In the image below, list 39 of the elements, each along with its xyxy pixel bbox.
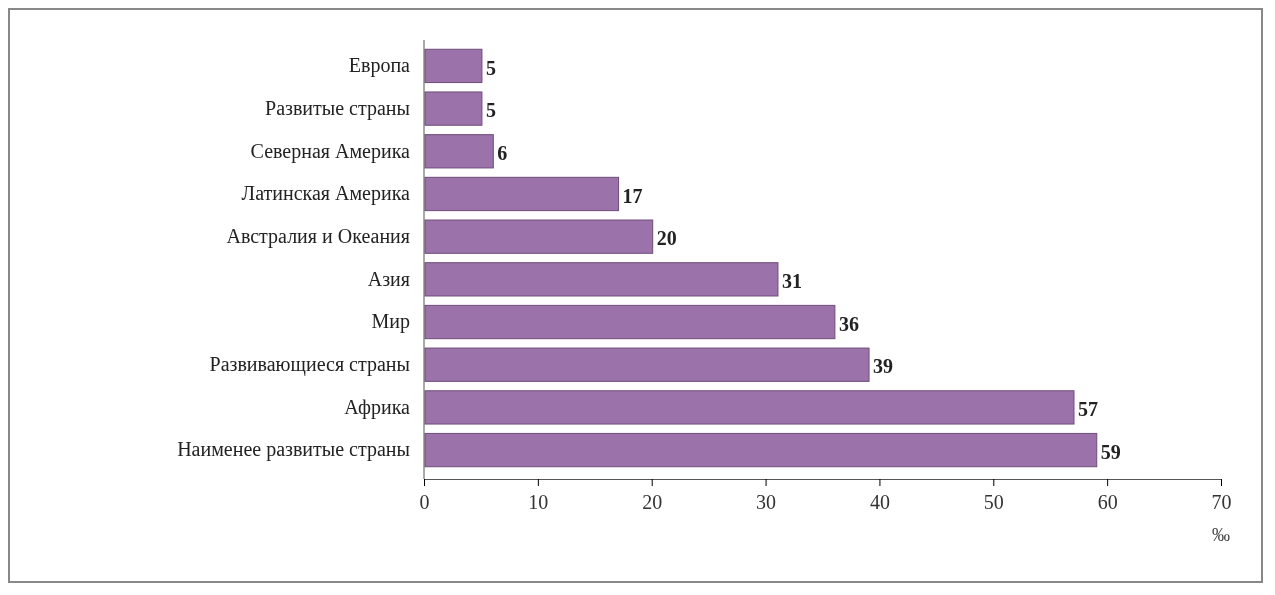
data-label: 57	[1077, 397, 1098, 420]
bar	[424, 262, 779, 297]
x-tick-label: 30	[756, 491, 777, 513]
data-label: 6	[497, 141, 508, 164]
y-tick-label: Развивающиеся страны	[209, 353, 410, 377]
data-label: 39	[873, 355, 894, 378]
y-tick-label: Австралия и Океания	[226, 225, 410, 249]
data-label: 17	[622, 184, 643, 207]
x-tick-label: 0	[419, 491, 430, 513]
data-label: 36	[838, 312, 859, 335]
bar	[424, 432, 1098, 468]
y-tick-label: Развитые страны	[265, 97, 410, 120]
data-label: 20	[656, 227, 677, 250]
bar	[424, 304, 836, 340]
y-tick-label: Европа	[348, 54, 411, 78]
y-tick-label: Африка	[344, 395, 411, 419]
y-tick-label: Северная Америка	[250, 139, 411, 163]
y-tick-label: Мир	[371, 310, 410, 334]
x-axis-title: ‰	[1212, 525, 1230, 545]
bar	[424, 134, 494, 169]
x-tick-label: 50	[983, 491, 1004, 513]
x-tick-label: 40	[869, 491, 890, 513]
y-tick-label: Наименее развитые страны	[177, 438, 410, 462]
data-label: 59	[1100, 440, 1121, 463]
bar	[424, 390, 1075, 425]
x-tick-label: 60	[1097, 491, 1118, 513]
x-tick-label: 70	[1211, 491, 1232, 513]
bar	[424, 219, 654, 254]
data-label: 31	[781, 269, 802, 292]
data-label: 5	[485, 56, 496, 79]
y-tick-label: Азия	[367, 267, 410, 290]
bar	[424, 91, 483, 126]
x-tick-label: 10	[528, 491, 549, 513]
y-tick-label: Латинская Америка	[241, 182, 411, 206]
bar	[424, 48, 483, 84]
x-tick-label: 20	[642, 491, 663, 513]
bar	[424, 176, 620, 212]
bar	[424, 347, 870, 382]
data-label: 5	[485, 99, 496, 122]
